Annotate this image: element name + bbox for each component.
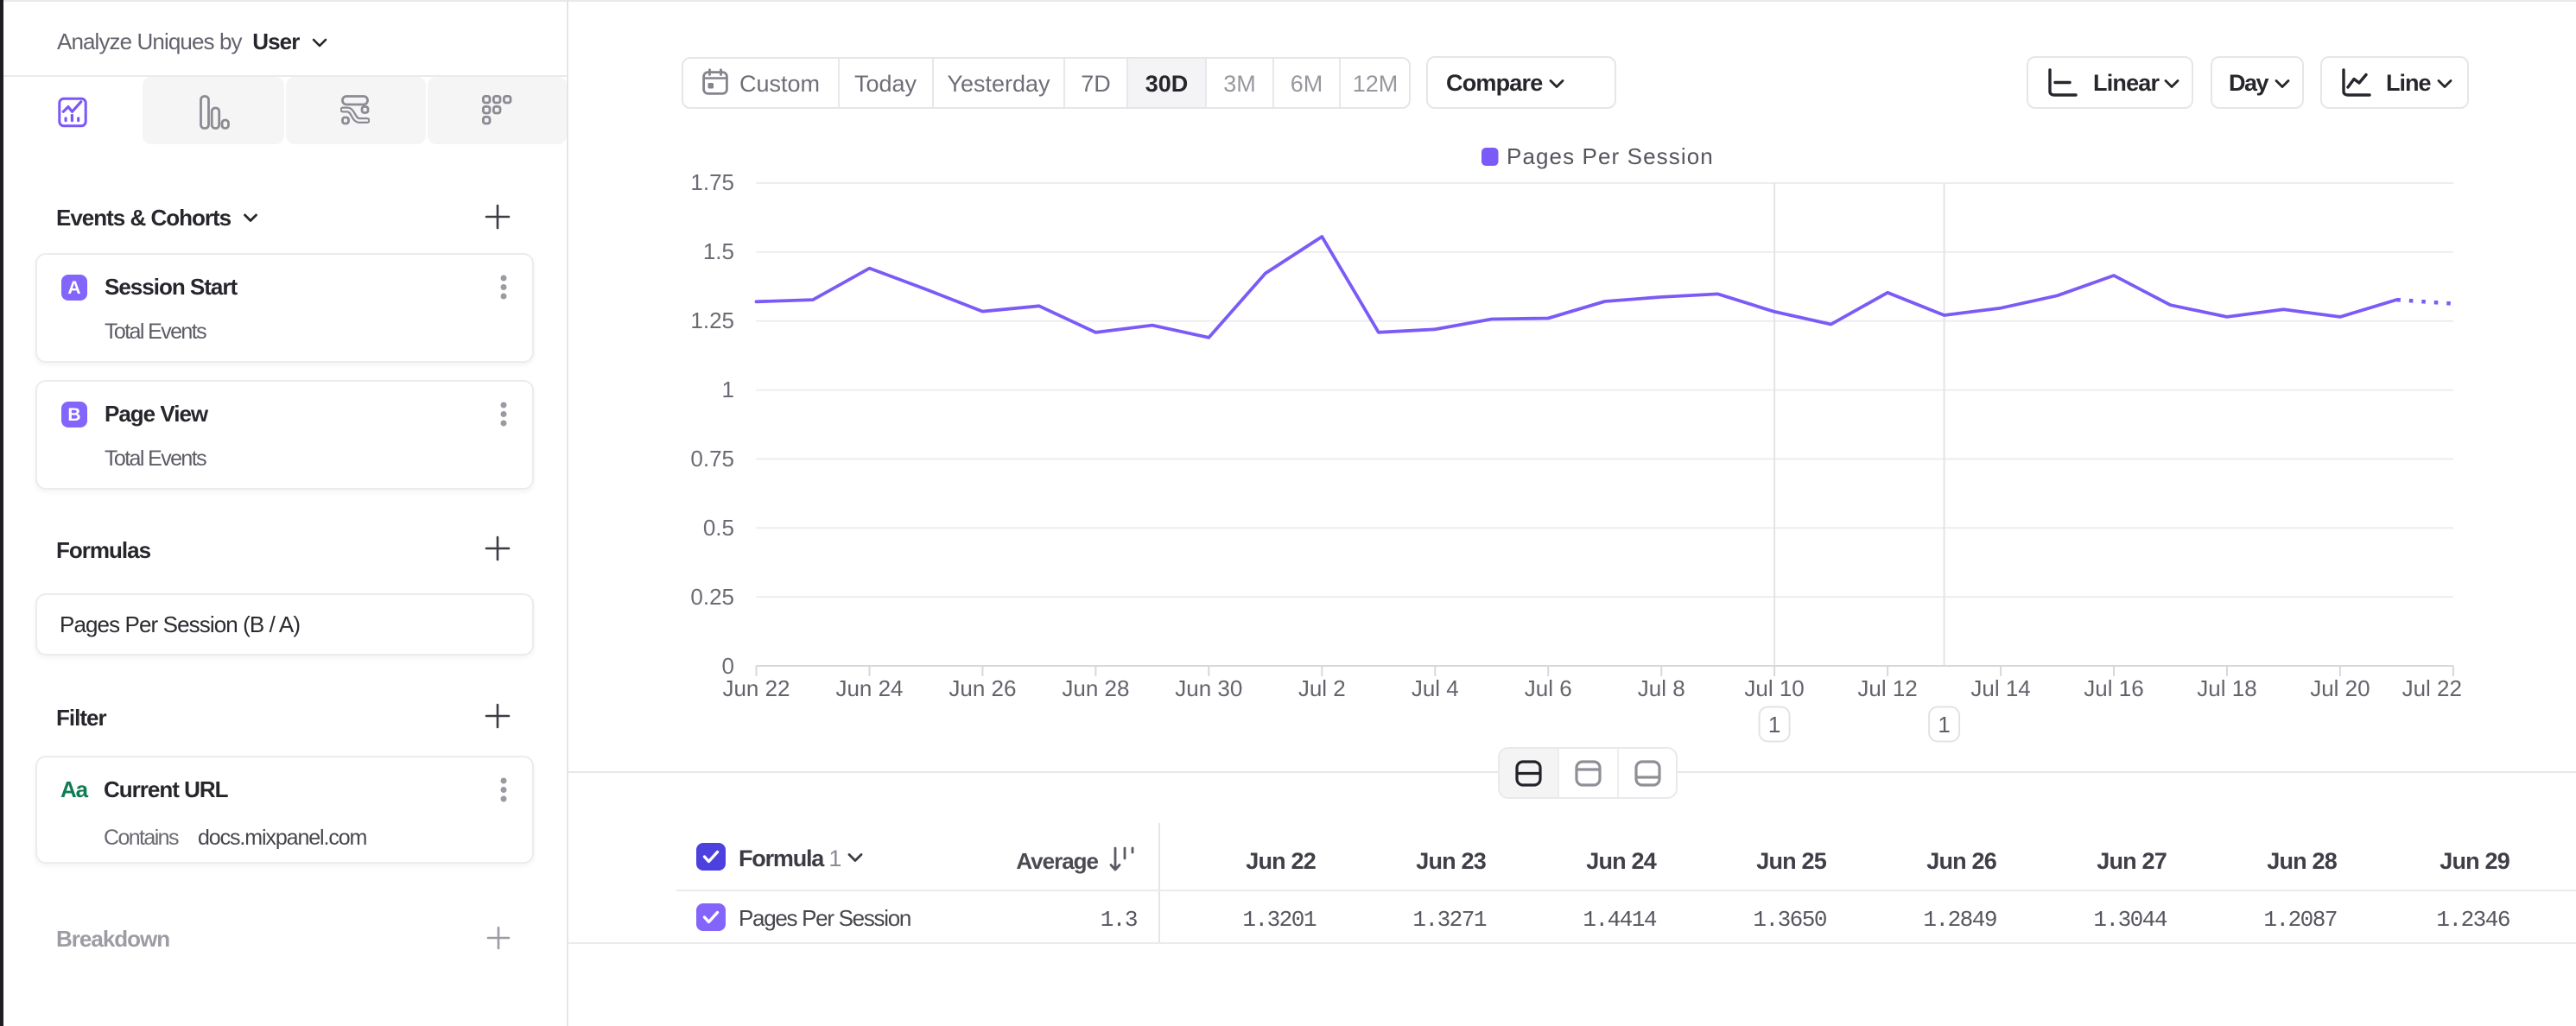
svg-text:Jul 14: Jul 14 [1970, 675, 2030, 701]
svg-text:0.5: 0.5 [703, 515, 734, 541]
svg-text:Jul 10: Jul 10 [1744, 675, 1804, 701]
svg-text:Jul 12: Jul 12 [1857, 675, 1917, 701]
svg-text:1: 1 [1768, 712, 1780, 738]
svg-text:1.25: 1.25 [690, 307, 734, 333]
svg-text:0.25: 0.25 [690, 584, 734, 610]
svg-text:Pages Per Session: Pages Per Session [1507, 143, 1714, 169]
svg-text:Jul 18: Jul 18 [2197, 675, 2256, 701]
svg-text:0.75: 0.75 [690, 446, 734, 472]
svg-text:Jun 28: Jun 28 [1062, 675, 1129, 701]
svg-text:0: 0 [722, 653, 734, 679]
svg-text:1: 1 [722, 377, 734, 402]
svg-text:Jul 20: Jul 20 [2310, 675, 2370, 701]
svg-text:Jun 30: Jun 30 [1175, 675, 1242, 701]
svg-text:1.75: 1.75 [690, 169, 734, 195]
svg-text:1: 1 [1938, 712, 1950, 738]
svg-text:Jun 22: Jun 22 [722, 675, 790, 701]
svg-text:Jul 2: Jul 2 [1298, 675, 1346, 701]
svg-text:Jun 24: Jun 24 [835, 675, 903, 701]
svg-text:Jul 4: Jul 4 [1412, 675, 1459, 701]
svg-text:1.5: 1.5 [703, 238, 734, 264]
svg-text:Jun 26: Jun 26 [949, 675, 1016, 701]
svg-text:Jul 16: Jul 16 [2084, 675, 2143, 701]
svg-text:Jul 22: Jul 22 [2402, 675, 2462, 701]
svg-text:Jul 6: Jul 6 [1525, 675, 1572, 701]
svg-text:Jul 8: Jul 8 [1638, 675, 1685, 701]
